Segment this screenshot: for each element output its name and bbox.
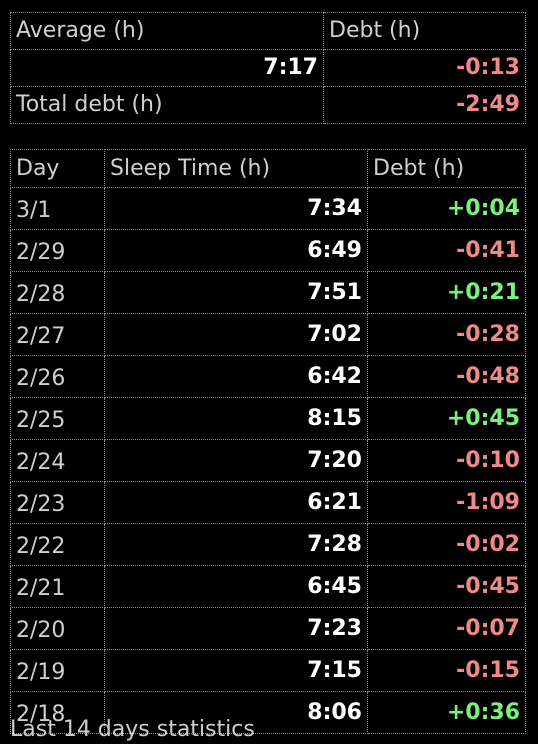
- debt-cell: -0:41: [367, 229, 526, 272]
- day-cell: 2/26: [10, 355, 105, 398]
- sleep-time-cell: 6:21: [104, 481, 368, 524]
- debt-cell: +0:04: [367, 187, 526, 230]
- day-cell: 2/22: [10, 523, 105, 566]
- table-row: 2/23 6:21 -1:09: [10, 481, 526, 524]
- day-cell: 2/23: [10, 481, 105, 524]
- average-label: Average (h): [10, 12, 324, 50]
- day-cell: 2/29: [10, 229, 105, 272]
- debt-cell: -0:45: [367, 565, 526, 608]
- table-row: 2/24 7:20 -0:10: [10, 439, 526, 482]
- day-cell: 2/20: [10, 607, 105, 650]
- average-value: 7:17: [10, 49, 324, 87]
- table-row: 2/18 8:06 +0:36: [10, 691, 526, 734]
- table-row: 2/28 7:51 +0:21: [10, 271, 526, 314]
- debt-cell: -1:09: [367, 481, 526, 524]
- debt-cell: +0:21: [367, 271, 526, 314]
- sleep-time-cell: 7:51: [104, 271, 368, 314]
- debt-cell: -0:15: [367, 649, 526, 692]
- table-row: 2/25 8:15 +0:45: [10, 397, 526, 440]
- daily-header-row: Day Sleep Time (h) Debt (h): [10, 149, 526, 188]
- debt-cell: -0:10: [367, 439, 526, 482]
- debt-cell: -0:07: [367, 607, 526, 650]
- sleep-time-cell: 7:34: [104, 187, 368, 230]
- sleep-time-cell: 7:28: [104, 523, 368, 566]
- debt-cell: -0:28: [367, 313, 526, 356]
- summary-header-row: Average (h) Debt (h): [10, 12, 526, 50]
- sleep-time-cell: 7:15: [104, 649, 368, 692]
- day-cell: 2/27: [10, 313, 105, 356]
- day-cell: 2/19: [10, 649, 105, 692]
- debt-cell: -0:48: [367, 355, 526, 398]
- total-debt-row: Total debt (h) -2:49: [10, 86, 526, 124]
- table-row: 2/26 6:42 -0:48: [10, 355, 526, 398]
- average-row: 7:17 -0:13: [10, 49, 526, 87]
- average-debt-value: -0:13: [323, 49, 526, 87]
- sleep-time-cell: 8:06: [104, 691, 368, 734]
- debt-header: Debt (h): [323, 12, 526, 50]
- table-row: 2/27 7:02 -0:28: [10, 313, 526, 356]
- table-row: 2/22 7:28 -0:02: [10, 523, 526, 566]
- day-cell: 2/28: [10, 271, 105, 314]
- table-row: 2/21 6:45 -0:45: [10, 565, 526, 608]
- debt-cell: -0:02: [367, 523, 526, 566]
- table-row: 2/20 7:23 -0:07: [10, 607, 526, 650]
- debt-cell: +0:45: [367, 397, 526, 440]
- day-header: Day: [10, 149, 105, 188]
- day-cell: 3/1: [10, 187, 105, 230]
- sleep-time-cell: 7:02: [104, 313, 368, 356]
- sleep-time-cell: 6:42: [104, 355, 368, 398]
- day-cell: 2/18: [10, 691, 105, 734]
- sleep-time-header: Sleep Time (h): [104, 149, 368, 188]
- day-cell: 2/25: [10, 397, 105, 440]
- summary-table: Average (h) Debt (h) 7:17 -0:13 Total de…: [10, 12, 526, 124]
- daily-table: Day Sleep Time (h) Debt (h) 3/1 7:34 +0:04…: [10, 149, 526, 734]
- day-cell: 2/21: [10, 565, 105, 608]
- table-row: 2/29 6:49 -0:41: [10, 229, 526, 272]
- day-cell: 2/24: [10, 439, 105, 482]
- debt-header: Debt (h): [367, 149, 526, 188]
- sleep-time-cell: 7:20: [104, 439, 368, 482]
- sleep-time-cell: 6:45: [104, 565, 368, 608]
- footer-caption: Last 14 days statistics: [10, 717, 255, 742]
- table-row: 2/19 7:15 -0:15: [10, 649, 526, 692]
- total-debt-value: -2:49: [323, 86, 526, 124]
- total-debt-label: Total debt (h): [10, 86, 324, 124]
- sleep-time-cell: 8:15: [104, 397, 368, 440]
- debt-cell: +0:36: [367, 691, 526, 734]
- sleep-time-cell: 7:23: [104, 607, 368, 650]
- table-row: 3/1 7:34 +0:04: [10, 187, 526, 230]
- sleep-time-cell: 6:49: [104, 229, 368, 272]
